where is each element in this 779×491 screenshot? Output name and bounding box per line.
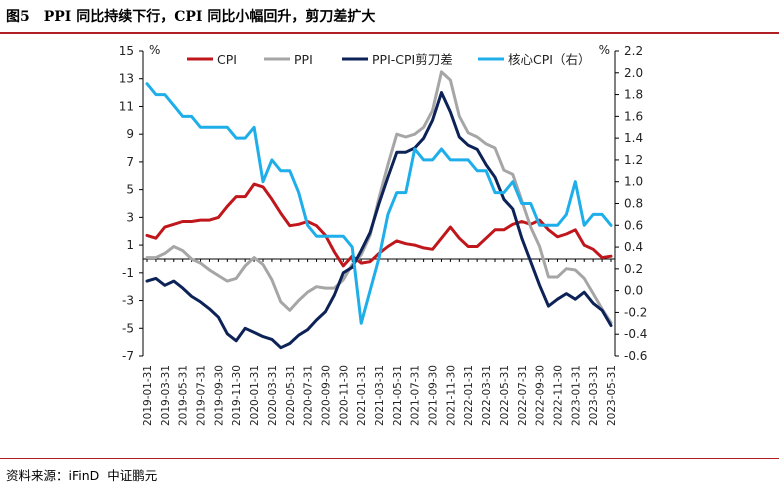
y-right-tick-label: 0.6 [624, 218, 643, 232]
x-tick-label: 2019-05-31 [178, 365, 190, 426]
source-label: 资料来源：iFinD [6, 468, 100, 483]
y-right-tick-label: 2.2 [624, 44, 643, 58]
y-left-tick-label: 13 [119, 72, 134, 86]
legend-label-3: 核心CPI（右） [508, 52, 590, 67]
y-left-tick-label: 3 [126, 210, 134, 224]
source-org: 中证鹏元 [107, 468, 158, 483]
x-tick-label: 2021-07-31 [410, 365, 422, 426]
x-tick-label: 2020-11-30 [338, 365, 350, 426]
x-tick-label: 2021-03-31 [374, 365, 386, 426]
y-right-tick-label: 0.8 [624, 197, 643, 211]
x-tick-label: 2021-09-30 [428, 365, 440, 426]
title-divider [0, 32, 779, 34]
y-left-tick-label: -7 [122, 349, 134, 363]
x-tick-label: 2020-05-31 [285, 365, 297, 426]
legend-label-0: CPI [217, 52, 237, 67]
y-right-tick-label: -0.2 [624, 305, 647, 319]
x-tick-label: 2019-07-31 [196, 365, 208, 426]
y-right-tick-label: 1.6 [624, 109, 643, 123]
x-tick-label: 2022-05-31 [499, 365, 511, 426]
y-right-tick-label: 1.4 [624, 131, 643, 145]
figure-number: 图5 [6, 9, 30, 25]
figure-title: 图5 PPI 同比持续下行，CPI 同比小幅回升，剪刀差扩大 [6, 6, 375, 26]
x-tick-label: 2022-09-30 [535, 365, 547, 426]
legend-label-1: PPI [294, 52, 313, 67]
figure-title-text: PPI 同比持续下行，CPI 同比小幅回升，剪刀差扩大 [43, 9, 376, 25]
x-tick-label: 2021-01-31 [356, 365, 368, 426]
series-line-1 [145, 70, 613, 325]
y-right-tick-label: 0.2 [624, 262, 643, 276]
source-note: 资料来源：iFinD 中证鹏元 [6, 465, 161, 484]
y-right-tick-label: 2.0 [624, 66, 643, 80]
y-left-tick-label: 9 [126, 127, 134, 141]
y-right-tick-label: 0.4 [624, 240, 643, 254]
x-tick-label: 2019-11-30 [231, 365, 243, 426]
x-tick-label: 2022-11-30 [552, 365, 564, 426]
y-left-tick-label: 7 [126, 155, 134, 169]
x-tick-label: 2023-05-31 [606, 365, 618, 426]
x-tick-label: 2023-03-31 [588, 365, 600, 426]
legend-label-2: PPI-CPI剪刀差 [372, 52, 453, 67]
y-left-tick-label: -3 [122, 294, 134, 308]
x-tick-label: 2019-01-31 [142, 365, 154, 426]
x-tick-label: 2023-01-31 [570, 365, 582, 426]
y-left-unit: % [149, 43, 160, 57]
x-tick-label: 2020-09-30 [320, 365, 332, 426]
y-right-tick-label: 1.0 [624, 175, 643, 189]
series-line-3 [145, 82, 613, 325]
x-tick-label: 2019-03-31 [160, 365, 172, 426]
series-line-2 [145, 91, 613, 350]
x-tick-label: 2022-03-31 [481, 365, 493, 426]
y-left-tick-label: 5 [126, 183, 134, 197]
y-right-tick-label: 0.0 [624, 284, 643, 298]
x-tick-label: 2021-11-30 [445, 365, 457, 426]
y-right-tick-label: -0.6 [624, 349, 647, 363]
y-left-tick-label: 15 [119, 44, 134, 58]
footer-divider [0, 458, 779, 459]
y-right-tick-label: 1.8 [624, 88, 643, 102]
y-left-tick-label: -1 [122, 266, 134, 280]
x-tick-label: 2020-01-31 [249, 365, 261, 426]
y-left-tick-label: 1 [126, 238, 134, 252]
y-right-tick-label: -0.4 [624, 327, 647, 341]
x-tick-label: 2021-05-31 [392, 365, 404, 426]
y-right-tick-label: 1.2 [624, 153, 643, 167]
x-tick-label: 2020-03-31 [267, 365, 279, 426]
y-left-tick-label: 11 [119, 99, 134, 113]
y-right-unit: % [599, 43, 610, 57]
x-tick-label: 2022-01-31 [463, 365, 475, 426]
x-tick-label: 2020-07-31 [303, 365, 315, 426]
x-tick-label: 2019-09-30 [213, 365, 225, 426]
x-tick-label: 2022-07-31 [517, 365, 529, 426]
y-left-tick-label: -5 [122, 321, 134, 335]
